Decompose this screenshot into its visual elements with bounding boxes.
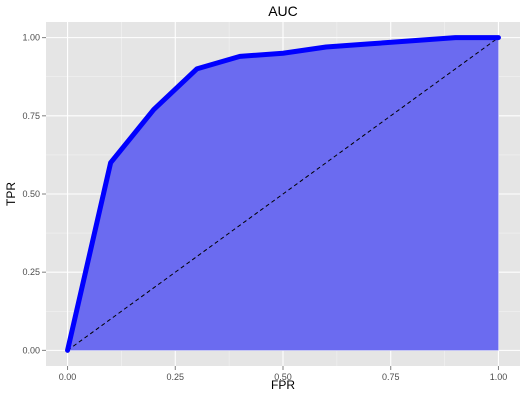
y-tick-label: 0.75 [22, 111, 40, 121]
chart-title: AUC [268, 3, 298, 19]
y-tick-label: 0.50 [22, 189, 40, 199]
y-axis-ticks: 0.00 0.25 0.50 0.75 1.00 [22, 33, 46, 355]
x-axis-ticks: 0.00 0.25 0.50 0.75 1.00 [59, 366, 507, 382]
x-tick-label: 0.00 [59, 372, 77, 382]
reference-diagonal-line [67, 37, 499, 351]
y-tick-label: 0.25 [22, 267, 40, 277]
x-tick-label: 0.25 [167, 372, 185, 382]
roc-points [67, 37, 499, 351]
x-tick-label: 0.50 [274, 372, 292, 382]
y-tick-label: 0.00 [22, 345, 40, 355]
x-tick-label: 0.75 [382, 372, 400, 382]
y-axis-label: TPR [4, 182, 18, 206]
x-tick-label: 1.00 [490, 372, 508, 382]
y-tick-label: 1.00 [22, 33, 40, 43]
x-axis-label: FPR [271, 378, 295, 392]
